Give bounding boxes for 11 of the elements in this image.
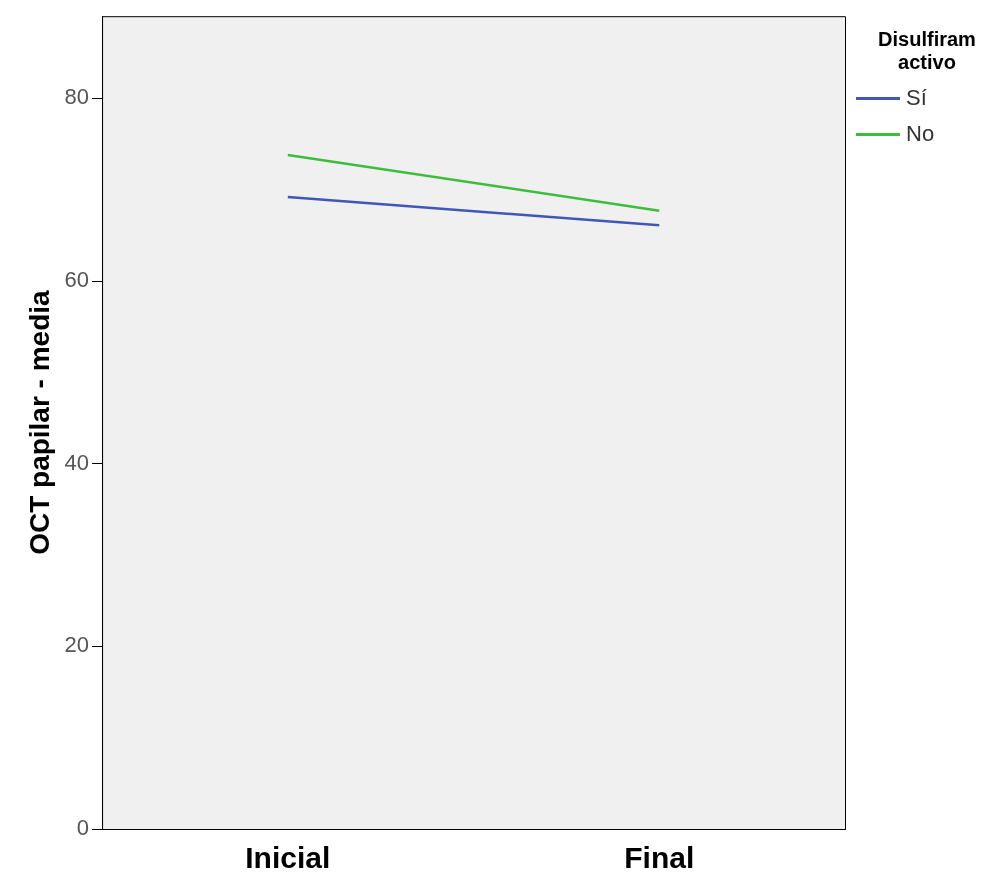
y-tick-label: 40 <box>64 449 90 475</box>
legend-title: Disulfiram activo <box>877 28 977 74</box>
x-tick-label: Inicial <box>245 841 331 875</box>
y-axis-title: OCT papilar - media <box>23 289 55 555</box>
y-tick-label: 60 <box>64 267 90 293</box>
y-tick-label: 20 <box>64 632 90 658</box>
x-tick-label: Final <box>624 841 695 875</box>
y-tick-label: 0 <box>76 815 90 841</box>
y-tick-label: 80 <box>64 84 90 110</box>
legend-label: Sí <box>906 85 927 111</box>
legend-label: No <box>906 121 935 147</box>
